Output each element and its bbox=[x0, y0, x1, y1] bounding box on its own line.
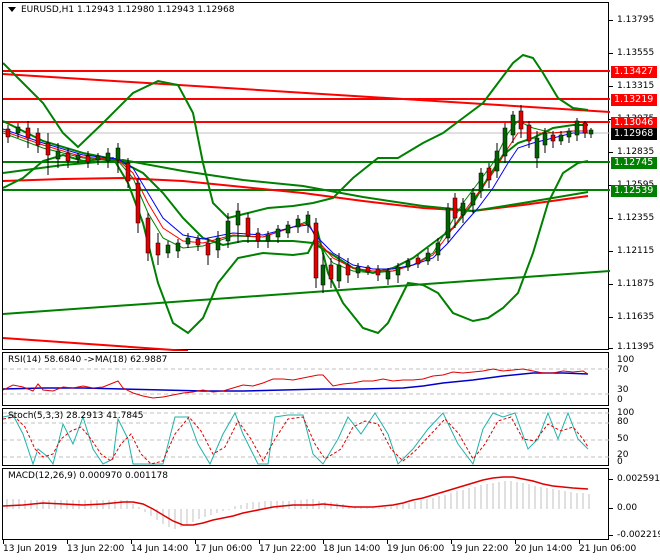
price-tick: 1.12835 bbox=[617, 147, 655, 157]
time-label: 19 Jun 22:00 bbox=[451, 544, 509, 554]
time-axis[interactable]: 13 Jun 2019 13 Jun 22:00 14 Jun 14:00 17… bbox=[0, 540, 660, 560]
support-price-tag: 1.12539 bbox=[611, 185, 657, 197]
time-label: 17 Jun 06:00 bbox=[195, 544, 253, 554]
time-label: 18 Jun 14:00 bbox=[323, 544, 381, 554]
candles bbox=[5, 105, 594, 293]
price-chart-pane[interactable]: EURUSD,H1 1.12943 1.12980 1.12943 1.1296… bbox=[2, 2, 610, 351]
resistance-price-tag: 1.13427 bbox=[611, 66, 657, 78]
stochastic-pane[interactable]: Stoch(5,3,3) 28.2913 41.7845 bbox=[2, 408, 610, 466]
price-tick: 1.12355 bbox=[617, 213, 655, 223]
time-label: 20 Jun 14:00 bbox=[515, 544, 573, 554]
time-label: 13 Jun 2019 bbox=[3, 544, 58, 554]
price-tick: 1.12115 bbox=[617, 246, 655, 256]
rsi-label: RSI(14) 58.6840 ->MA(18) 62.9887 bbox=[8, 355, 168, 365]
price-tick: 1.11395 bbox=[617, 342, 655, 352]
time-label: 21 Jun 06:00 bbox=[579, 544, 637, 554]
price-axis[interactable]: 1.13795 1.13555 1.13315 1.13075 1.12835 … bbox=[609, 2, 660, 352]
time-label: 19 Jun 06:00 bbox=[387, 544, 445, 554]
macd-pane[interactable]: MACD(12,26,9) 0.000970 0.001178 bbox=[2, 468, 609, 540]
macd-canvas bbox=[3, 476, 590, 529]
resistance-price-tag: 1.13046 bbox=[611, 117, 657, 129]
current-price-tag: 1.12968 bbox=[611, 128, 657, 140]
time-label: 13 Jun 22:00 bbox=[67, 544, 125, 554]
rsi-pane[interactable]: RSI(14) 58.6840 ->MA(18) 62.9887 bbox=[2, 352, 610, 406]
price-tick: 1.13795 bbox=[617, 15, 655, 25]
macd-axis: 0.002591 0.00 -0.002219 bbox=[609, 468, 660, 540]
price-chart-canvas bbox=[3, 53, 610, 351]
stochastic-canvas bbox=[3, 411, 610, 466]
price-tick: 1.11875 bbox=[617, 279, 655, 289]
price-tick: 1.11635 bbox=[617, 312, 655, 322]
rsi-canvas bbox=[3, 368, 610, 399]
price-tick: 1.13555 bbox=[617, 48, 655, 58]
resistance-price-tag: 1.13219 bbox=[611, 94, 657, 106]
stochastic-label: Stoch(5,3,3) 28.2913 41.7845 bbox=[8, 411, 144, 421]
stochastic-axis: 100 80 50 20 0 bbox=[617, 408, 635, 467]
time-label: 17 Jun 22:00 bbox=[259, 544, 317, 554]
price-tick: 1.13315 bbox=[617, 81, 655, 91]
rsi-axis: 100 70 30 0 bbox=[617, 355, 635, 405]
support-price-tag: 1.12745 bbox=[611, 157, 657, 169]
time-label: 14 Jun 14:00 bbox=[131, 544, 189, 554]
macd-label: MACD(12,26,9) 0.000970 0.001178 bbox=[8, 471, 168, 481]
dropdown-arrow-icon[interactable] bbox=[8, 7, 16, 12]
chart-title: EURUSD,H1 1.12943 1.12980 1.12943 1.1296… bbox=[8, 5, 234, 15]
